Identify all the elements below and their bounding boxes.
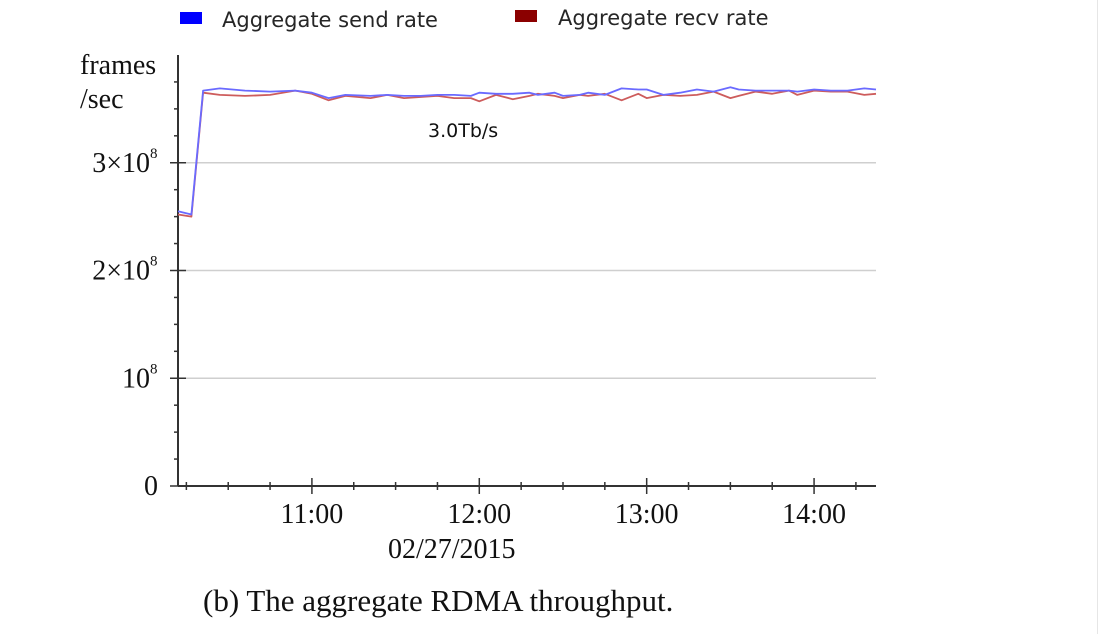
legend-swatch-send: [180, 12, 202, 24]
y-tick-label: 10: [122, 363, 150, 394]
legend-label-send: Aggregate send rate: [222, 8, 438, 32]
x-axis-date-label: 02/27/2015: [388, 534, 516, 565]
page-edge-line: [1097, 0, 1098, 634]
y-tick-exponent: 8: [150, 361, 158, 377]
x-tick-label: 12:00: [447, 499, 511, 530]
x-tick-label: 13:00: [615, 499, 679, 530]
legend-swatch-recv: [515, 10, 537, 22]
throughput-annotation: 3.0Tb/s: [428, 120, 498, 142]
x-tick-label: 11:00: [281, 499, 344, 530]
figure-caption: (b) The aggregate RDMA throughput.: [203, 583, 673, 618]
y-tick-labels: 010 82×10 83×10 8: [92, 146, 158, 502]
series-line-recv: [177, 89, 877, 218]
x-tick-labels: 11:00 12:00 13:00 14:00: [281, 499, 846, 530]
y-tick-label: 0: [144, 471, 158, 502]
y-axis-label-line1: frames: [80, 50, 156, 81]
series-line-send: [177, 86, 877, 216]
legend-label-recv: Aggregate recv rate: [558, 6, 769, 30]
axes: [170, 55, 876, 494]
y-axis-label-line2: /sec: [80, 84, 124, 115]
y-tick-exponent: 8: [150, 254, 158, 270]
y-tick-label: 3×10: [92, 148, 150, 179]
x-tick-label: 14:00: [782, 499, 846, 530]
data-series: [177, 86, 877, 218]
y-tick-exponent: 8: [150, 146, 158, 162]
legend: Aggregate send rate Aggregate recv rate: [180, 6, 769, 32]
y-tick-label: 2×10: [92, 256, 150, 287]
grid-lines: [178, 162, 876, 379]
